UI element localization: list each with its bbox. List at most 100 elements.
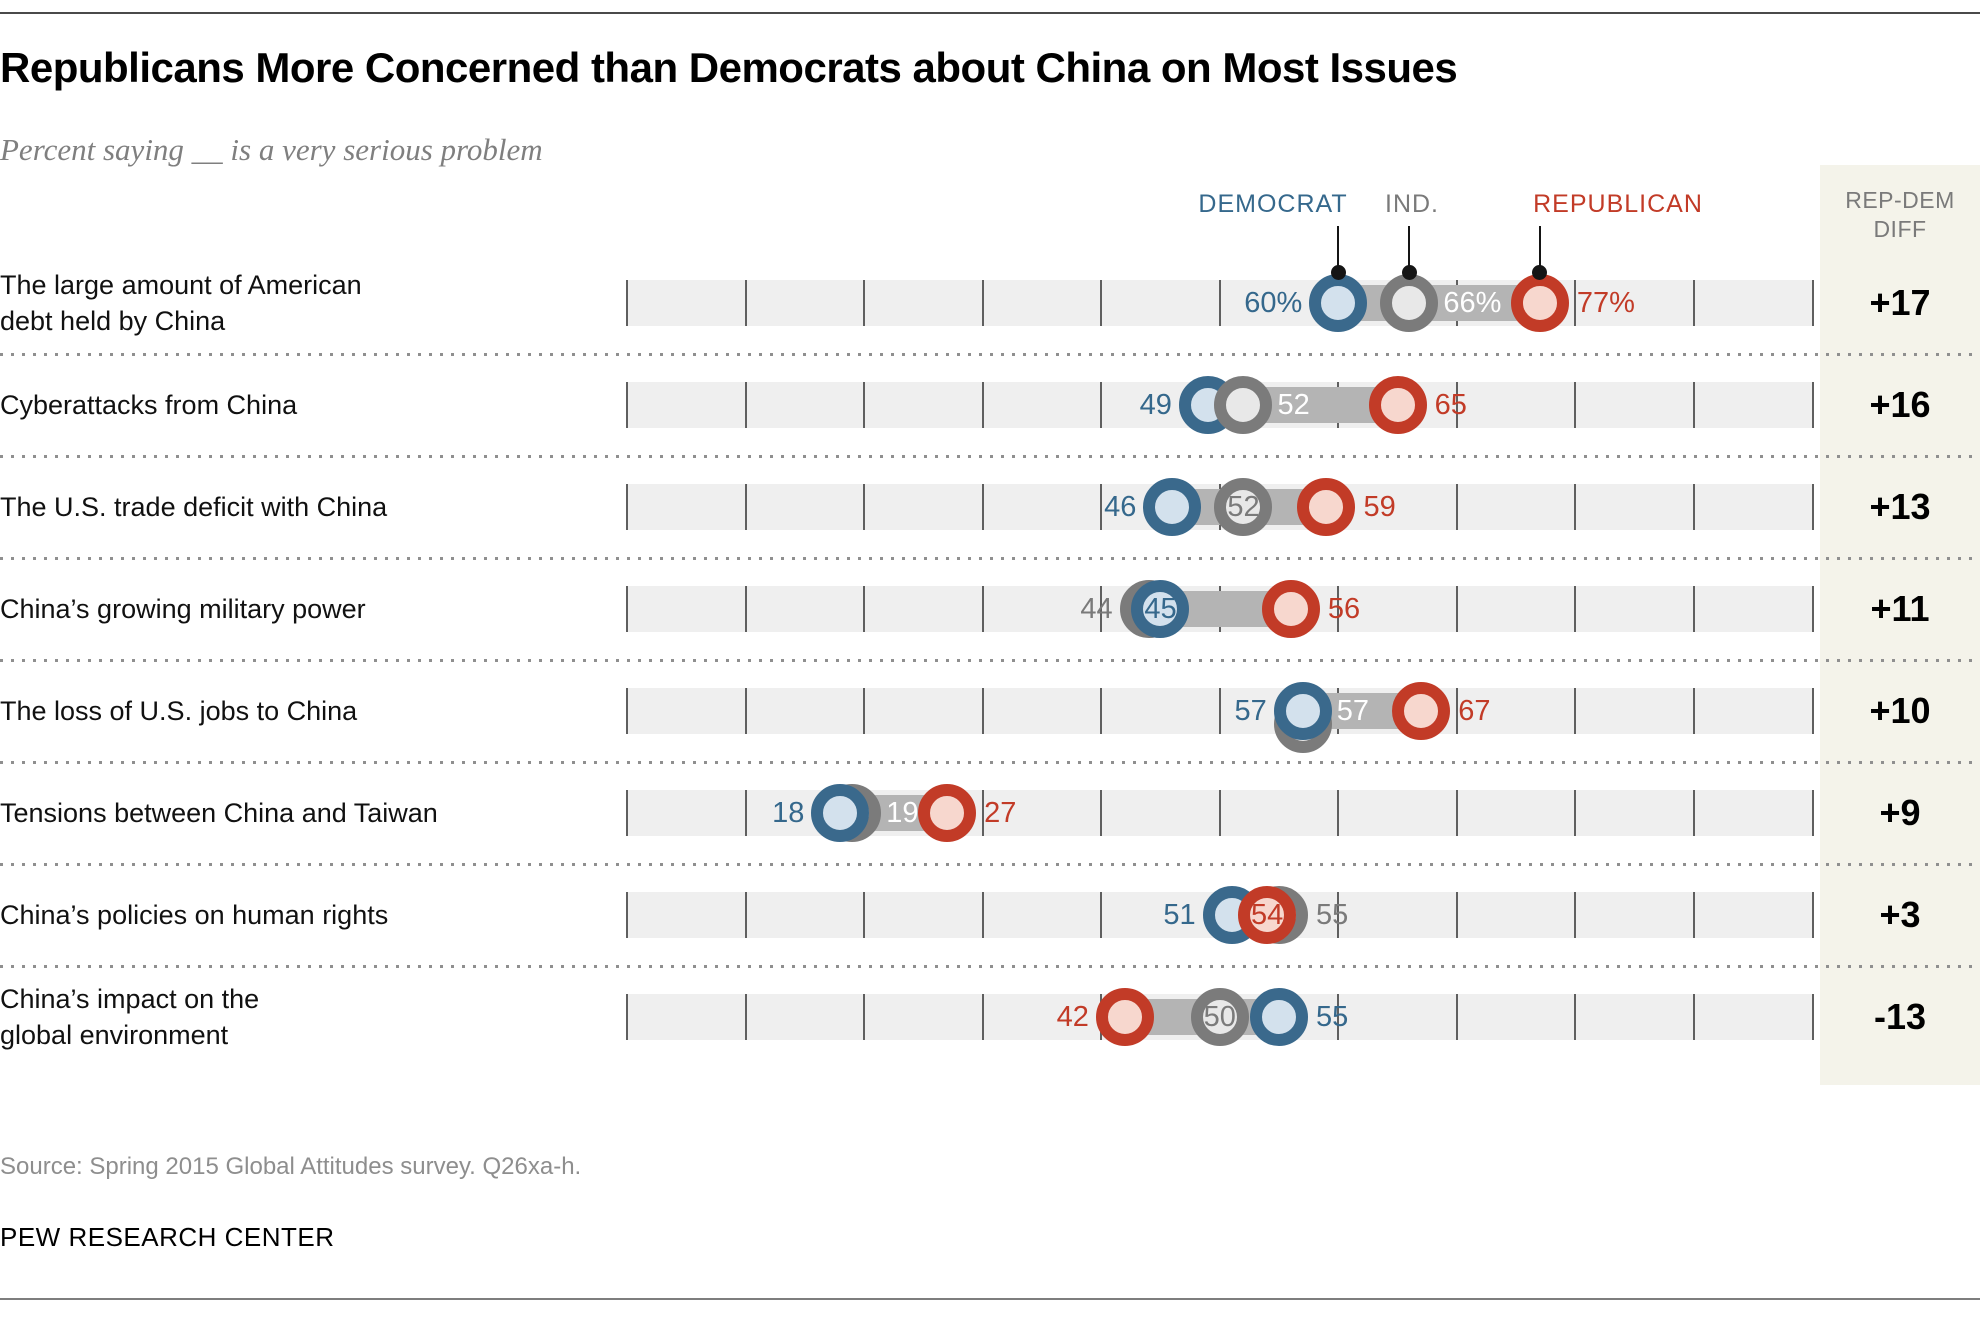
- gridline: [1574, 892, 1577, 938]
- value-label-republican: 67: [1458, 695, 1491, 727]
- gridline: [1811, 892, 1814, 938]
- gridline: [1100, 382, 1103, 428]
- gridline: [1692, 994, 1695, 1040]
- gridline: [981, 892, 984, 938]
- brand-wordmark: PEW RESEARCH CENTER: [0, 1222, 335, 1252]
- gridline: [1574, 586, 1577, 632]
- gridline: [1692, 586, 1695, 632]
- diff-column-background: [1820, 165, 1980, 1085]
- gridline: [1811, 280, 1814, 326]
- gridline: [863, 688, 866, 734]
- gridline: [626, 892, 628, 938]
- gridline: [863, 586, 866, 632]
- value-label-independent: 19: [886, 797, 919, 829]
- legend-label-democrat: DEMOCRAT: [1198, 190, 1348, 218]
- value-label-republican: 54: [1251, 899, 1284, 931]
- gridline: [1100, 280, 1103, 326]
- legend-leader-line: [1337, 226, 1340, 266]
- value-label-republican: 27: [984, 797, 1017, 829]
- gridline: [1455, 484, 1458, 530]
- dot-republican: [1238, 886, 1297, 944]
- gridline: [744, 892, 747, 938]
- value-label-independent: 66%: [1443, 287, 1502, 319]
- gridline: [1455, 892, 1458, 938]
- dot-democrat: [1273, 682, 1332, 740]
- gridline: [863, 280, 866, 326]
- diff-value: +9: [1879, 792, 1921, 833]
- dot-republican: [1261, 580, 1320, 638]
- value-label-republican: 56: [1327, 593, 1361, 625]
- row-label: The U.S. trade deficit with China: [0, 492, 388, 522]
- gridline: [863, 382, 866, 428]
- dot-republican: [1368, 376, 1427, 434]
- value-label-republican: 77%: [1576, 287, 1635, 319]
- gridline: [981, 484, 984, 530]
- gridline: [981, 688, 984, 734]
- gridline: [1455, 586, 1458, 632]
- legend-leader-dot: [1330, 265, 1346, 280]
- value-label-independent: 52: [1227, 491, 1260, 523]
- row-label: Cyberattacks from China: [0, 390, 298, 420]
- gridline: [1811, 586, 1814, 632]
- top-rule: [0, 12, 1980, 14]
- gridline: [1218, 790, 1221, 836]
- gridline: [1811, 688, 1814, 734]
- value-label-independent: 44: [1080, 593, 1113, 625]
- gridline: [1574, 484, 1577, 530]
- dot-independent: [1214, 376, 1273, 434]
- dot-republican: [1510, 274, 1569, 332]
- value-label-republican: 59: [1363, 491, 1396, 523]
- row-band: [626, 280, 1814, 326]
- row-label: The large amount of American debt held b…: [0, 270, 362, 336]
- gridline: [744, 382, 747, 428]
- separator-line: [0, 965, 1980, 968]
- row-label: China’s policies on human rights: [0, 900, 389, 930]
- dot-republican: [1392, 682, 1451, 740]
- gridline: [1455, 994, 1458, 1040]
- gridline: [1692, 484, 1695, 530]
- value-label-democrat: 60%: [1244, 287, 1303, 319]
- diff-column-header: REP-DEM DIFF: [1820, 186, 1980, 244]
- gridline: [744, 688, 747, 734]
- gridline: [981, 382, 984, 428]
- separator-line: [0, 863, 1980, 866]
- separator-line: [0, 557, 1980, 560]
- diff-header-line1: REP-DEM: [1845, 187, 1955, 213]
- diff-value: +17: [1869, 282, 1931, 323]
- separator-line: [0, 455, 1980, 458]
- gridline: [626, 280, 628, 326]
- value-label-democrat: 18: [772, 797, 805, 829]
- row-label: China’s growing military power: [0, 594, 366, 624]
- row-band: [626, 688, 1814, 734]
- gridline: [981, 994, 984, 1040]
- diff-value: +11: [1870, 588, 1930, 629]
- value-label-independent: 52: [1277, 389, 1310, 421]
- gridline: [1100, 484, 1103, 530]
- value-label-democrat: 57: [1234, 695, 1267, 727]
- gridline: [1455, 688, 1458, 734]
- value-label-democrat: 51: [1163, 899, 1196, 931]
- gridline: [863, 892, 866, 938]
- gridline: [1811, 484, 1814, 530]
- value-label-democrat: 55: [1316, 1001, 1349, 1033]
- gridline: [1574, 280, 1577, 326]
- gridline: [981, 586, 984, 632]
- dot-republican: [918, 784, 977, 842]
- gridline: [626, 484, 628, 530]
- gridline: [1337, 586, 1340, 632]
- gridline: [863, 484, 866, 530]
- separator-line: [0, 353, 1980, 356]
- gridline: [626, 790, 628, 836]
- dot-democrat: [1131, 580, 1190, 638]
- gridline: [1100, 688, 1103, 734]
- gridline: [1811, 994, 1814, 1040]
- gridline: [981, 280, 984, 326]
- gridline: [1574, 382, 1577, 428]
- gridline: [744, 790, 747, 836]
- row-band: [626, 790, 1814, 836]
- separator-line: [0, 761, 1980, 764]
- dot-democrat: [1309, 274, 1368, 332]
- gridline: [626, 382, 628, 428]
- legend-label-independent: IND.: [1385, 190, 1439, 218]
